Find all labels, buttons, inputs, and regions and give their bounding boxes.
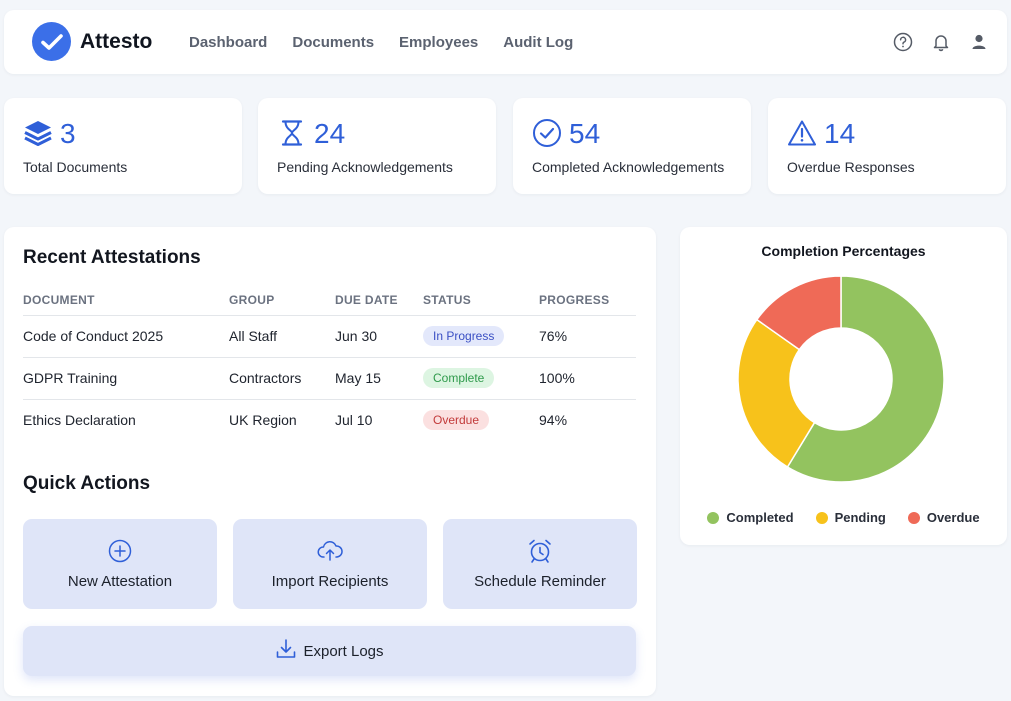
quick-actions-title: Quick Actions: [23, 473, 151, 494]
hourglass-icon: [276, 118, 308, 148]
stat-label: Overdue Responses: [787, 159, 915, 175]
table-row[interactable]: Code of Conduct 2025 All Staff Jun 30 In…: [23, 315, 636, 358]
nav-dashboard[interactable]: Dashboard: [189, 34, 268, 51]
cell-document: Ethics Declaration: [23, 412, 136, 429]
plus-circle-icon: [107, 538, 133, 564]
cell-due-date: Jul 10: [335, 412, 373, 429]
stat-value: 24: [314, 118, 346, 149]
status-badge: In Progress: [423, 326, 505, 346]
stat-label: Completed Acknowledgements: [532, 159, 725, 175]
donut-chart: [737, 275, 945, 483]
schedule-reminder-button[interactable]: Schedule Reminder: [443, 519, 637, 609]
layers-icon: [22, 118, 54, 148]
warning-icon: [786, 118, 818, 148]
col-document: DOCUMENT: [23, 290, 229, 316]
cell-progress: 76%: [539, 315, 636, 358]
alarm-clock-icon: [527, 538, 553, 564]
cell-group: UK Region: [229, 412, 297, 429]
legend-label: Completed: [726, 510, 794, 525]
cell-group: Contractors: [229, 357, 335, 400]
legend-label: Overdue: [926, 510, 980, 525]
col-group: GROUP: [229, 290, 335, 316]
cell-progress: 94%: [539, 412, 568, 429]
legend-swatch: [707, 511, 720, 524]
action-label: Import Recipients: [271, 573, 389, 590]
upload-cloud-icon: [317, 538, 343, 564]
nav-audit-log[interactable]: Audit Log: [503, 34, 574, 51]
bell-icon[interactable]: [930, 31, 952, 53]
attestations-table: DOCUMENT GROUP DUE DATE STATUS PROGRESS …: [23, 290, 636, 441]
import-recipients-button[interactable]: Import Recipients: [233, 519, 427, 609]
cell-due-date: May 15: [335, 357, 423, 400]
donut-slice-overdue: [755, 275, 842, 351]
logo-check-icon: [32, 22, 71, 61]
stat-completed-acknowledgements: 54 Completed Acknowledgements: [513, 98, 751, 194]
nav-documents[interactable]: Documents: [292, 34, 375, 51]
legend-label: Pending: [834, 510, 886, 525]
chart-legend: Completed Pending Overdue: [680, 510, 1007, 525]
col-status: STATUS: [423, 290, 539, 316]
legend-item-completed: Completed: [707, 510, 794, 525]
legend-swatch: [907, 511, 920, 524]
recent-attestations-title: Recent Attestations: [23, 247, 201, 268]
new-attestation-button[interactable]: New Attestation: [23, 519, 217, 609]
export-label: Export Logs: [303, 642, 384, 660]
stat-total-documents: 3 Total Documents: [4, 98, 242, 194]
check-circle-icon: [531, 118, 563, 148]
status-badge: Overdue: [423, 410, 490, 431]
table-row[interactable]: GDPR Training Contractors May 15 Complet…: [23, 357, 636, 400]
completion-chart-card: Completion Percentages Completed Pending…: [680, 227, 1007, 545]
app-name: Attesto: [80, 30, 153, 53]
legend-item-overdue: Overdue: [907, 510, 980, 525]
status-badge: Complete: [423, 368, 495, 388]
user-icon[interactable]: [968, 31, 990, 53]
stat-value: 14: [824, 118, 856, 149]
help-icon[interactable]: [892, 31, 914, 53]
cell-group: All Staff: [229, 315, 335, 358]
action-label: Schedule Reminder: [474, 573, 606, 590]
attestations-panel: Recent Attestations DOCUMENT GROUP DUE D…: [4, 227, 656, 696]
cell-due-date: Jun 30: [335, 315, 423, 358]
top-header: Attesto Dashboard Documents Employees Au…: [4, 10, 1007, 74]
legend-swatch: [815, 511, 828, 524]
stat-label: Total Documents: [23, 159, 128, 175]
donut-slice-completed: [786, 275, 945, 483]
cell-progress: 100%: [539, 357, 636, 400]
stat-pending-acknowledgements: 24 Pending Acknowledgements: [258, 98, 496, 194]
cell-document: GDPR Training: [23, 357, 229, 400]
stat-value: 54: [569, 118, 601, 149]
action-label: New Attestation: [67, 573, 173, 590]
download-icon: [275, 638, 297, 665]
col-progress: PROGRESS: [539, 290, 636, 316]
table-row[interactable]: Ethics Declaration UK Region Jul 10 Over…: [23, 399, 636, 441]
main-nav: Dashboard Documents Employees Audit Log: [189, 34, 573, 51]
chart-title: Completion Percentages: [761, 243, 926, 259]
table-header-row: DOCUMENT GROUP DUE DATE STATUS PROGRESS: [23, 290, 636, 316]
stat-label: Pending Acknowledgements: [277, 159, 453, 175]
donut-slice-pending: [737, 318, 816, 469]
nav-employees[interactable]: Employees: [399, 34, 479, 51]
col-due-date: DUE DATE: [335, 290, 423, 316]
legend-item-pending: Pending: [815, 510, 886, 525]
export-logs-button[interactable]: Export Logs: [23, 626, 636, 676]
cell-document: Code of Conduct 2025: [23, 315, 229, 358]
stat-value: 3: [60, 118, 76, 149]
stat-overdue-responses: 14 Overdue Responses: [768, 98, 1006, 194]
